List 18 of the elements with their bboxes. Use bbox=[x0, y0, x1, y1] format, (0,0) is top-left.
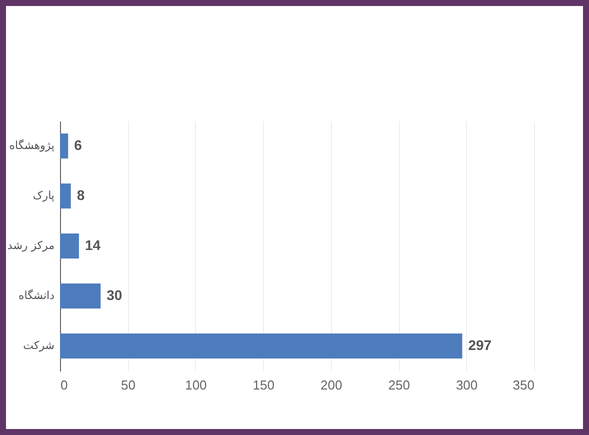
x-tick-label: 150 bbox=[252, 378, 274, 392]
y-tick-label: دانشگاه bbox=[18, 289, 55, 302]
x-tick-label: 200 bbox=[320, 378, 342, 392]
y-tick-label: شرکت bbox=[23, 339, 54, 352]
x-tick-label: 0 bbox=[60, 378, 68, 392]
x-tick-label: 350 bbox=[512, 378, 534, 392]
data-label: 6 bbox=[74, 137, 82, 153]
x-tick-label: 50 bbox=[120, 378, 136, 392]
x-tick-label: 250 bbox=[388, 378, 410, 392]
y-tick-label: پژوهشگاه bbox=[9, 139, 54, 152]
y-tick-label: پارک bbox=[32, 189, 54, 202]
data-label: 30 bbox=[106, 287, 122, 303]
x-tick-label: 100 bbox=[185, 378, 207, 392]
data-label: 8 bbox=[76, 187, 85, 203]
data-label: 14 bbox=[84, 237, 101, 253]
x-tick-label: 300 bbox=[456, 378, 478, 392]
data-label: 297 bbox=[468, 337, 492, 353]
y-tick-label: مرکز رشد bbox=[7, 239, 55, 252]
